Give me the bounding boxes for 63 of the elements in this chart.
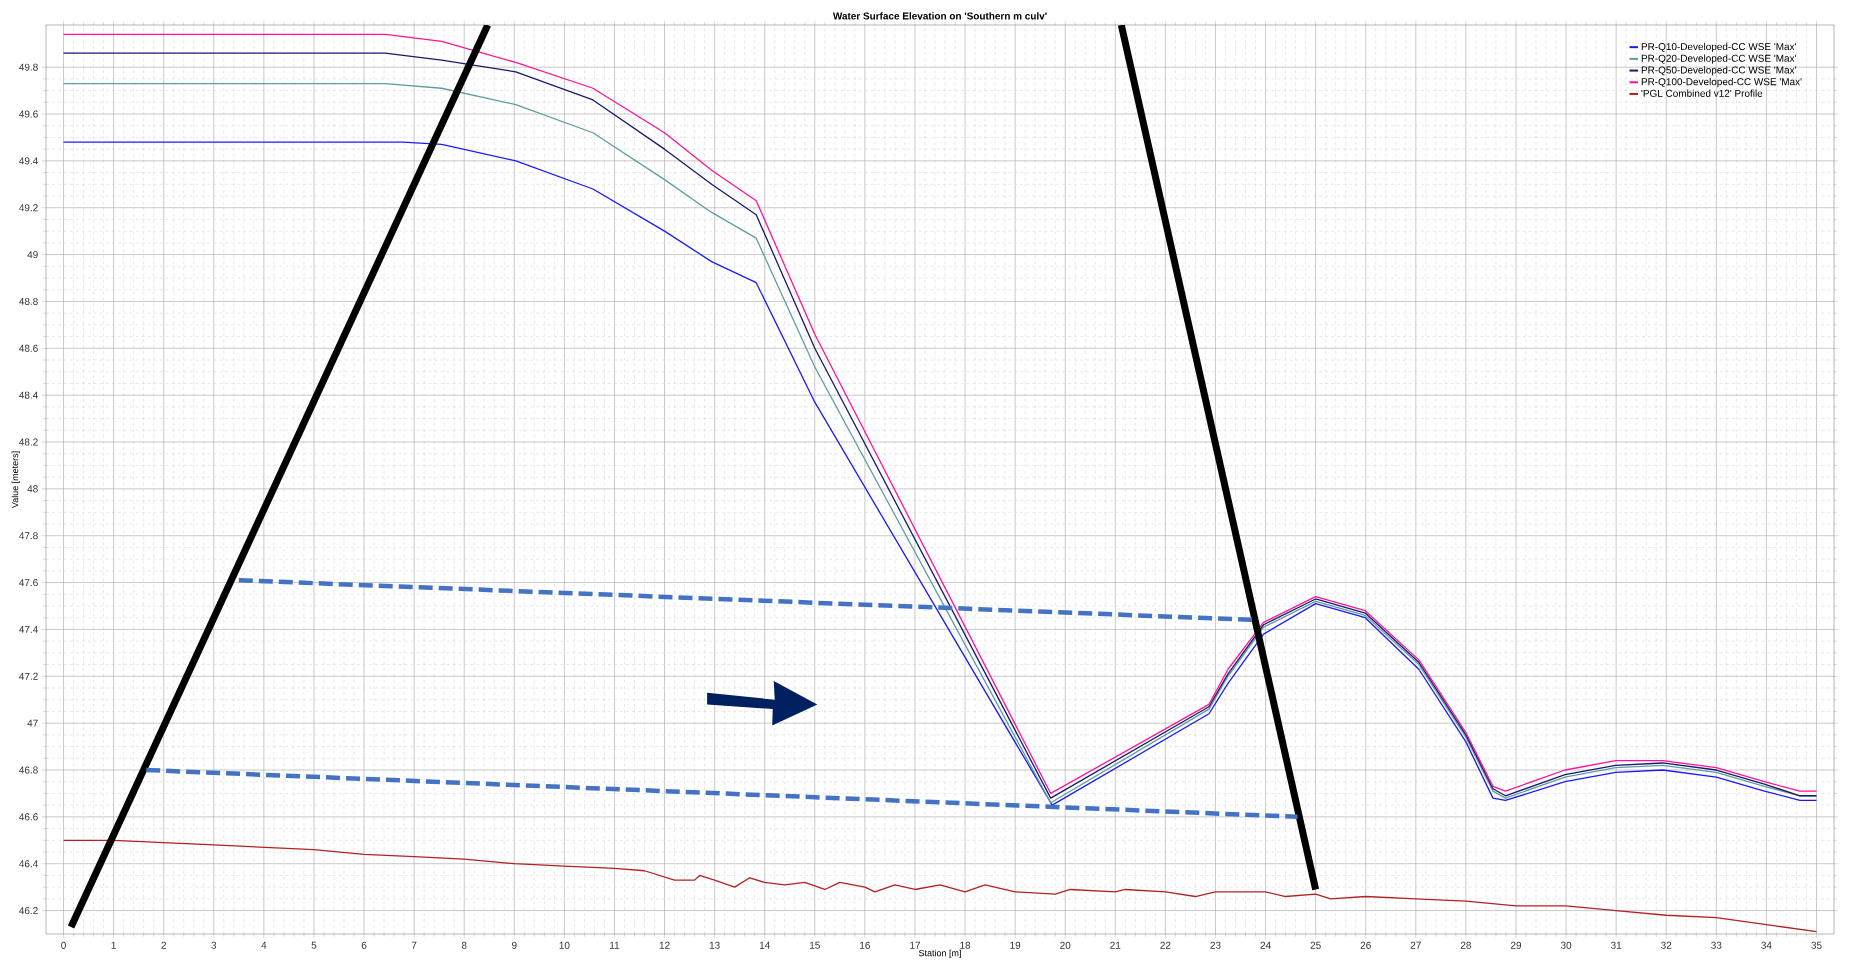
y-tick-label: 49.6: [19, 110, 38, 118]
legend-label: PR-Q10-Developed-CC WSE 'Max': [1641, 42, 1796, 53]
x-tick-label: 5: [311, 941, 317, 949]
y-tick-label: 46.8: [19, 766, 38, 774]
x-tick-label: 7: [411, 941, 417, 949]
y-tick-label: 47.6: [19, 579, 38, 587]
x-tick-label: 25: [1310, 941, 1321, 949]
legend-label: PR-Q20-Developed-CC WSE 'Max': [1641, 54, 1796, 64]
x-tick-label: 18: [960, 941, 971, 949]
y-tick-label: 48.4: [19, 391, 38, 399]
y-tick-label: 49: [27, 251, 38, 259]
x-tick-label: 30: [1560, 941, 1572, 949]
chart-title: Water Surface Elevation on 'Southern m culv': [832, 12, 1047, 20]
y-tick-label: 47.2: [19, 672, 38, 680]
x-tick-label: 3: [211, 941, 217, 949]
x-tick-label: 26: [1360, 941, 1371, 949]
x-tick-label: 32: [1661, 941, 1672, 949]
legend-label: PR-Q50-Developed-CC WSE 'Max': [1641, 66, 1796, 76]
x-tick-label: 12: [659, 941, 670, 949]
y-tick-label: 48.2: [19, 438, 38, 446]
x-tick-label: 1: [111, 941, 116, 949]
y-axis-title: Value [meters]: [11, 451, 20, 509]
x-tick-label: 14: [759, 941, 770, 949]
y-tick-label: 47: [27, 719, 38, 727]
x-tick-label: 33: [1711, 941, 1722, 949]
x-tick-label: 4: [261, 941, 267, 949]
x-tick-label: 31: [1610, 941, 1622, 949]
x-tick-label: 34: [1761, 941, 1772, 949]
x-tick-label: 24: [1260, 941, 1271, 949]
y-tick-label: 49.8: [19, 63, 38, 71]
x-tick-label: 19: [1010, 941, 1021, 949]
x-tick-label: 17: [910, 941, 921, 949]
y-tick-label: 46.6: [19, 813, 38, 821]
legend-label: 'PGL Combined v12' Profile: [1641, 89, 1763, 97]
x-tick-label: 15: [810, 941, 820, 949]
x-tick-label: 8: [461, 941, 467, 949]
y-tick-label: 46.4: [19, 860, 38, 868]
x-tick-label: 9: [511, 941, 517, 949]
y-tick-label: 47.8: [19, 532, 38, 540]
y-tick-label: 49.2: [19, 204, 38, 212]
x-tick-label: 20: [1060, 941, 1071, 949]
x-tick-label: 13: [709, 941, 720, 949]
y-tick-label: 47.4: [19, 626, 38, 633]
x-tick-label: 11: [610, 941, 620, 949]
x-tick-label: 10: [559, 941, 570, 949]
y-tick-label: 48.6: [19, 344, 38, 352]
y-tick-label: 48.8: [19, 297, 38, 305]
x-tick-label: 22: [1160, 941, 1171, 949]
x-tick-label: 23: [1210, 941, 1221, 949]
x-tick-label: 21: [1110, 941, 1121, 949]
x-tick-label: 28: [1460, 941, 1471, 949]
x-tick-label: 35: [1811, 941, 1822, 949]
x-tick-label: 0: [61, 941, 66, 949]
x-tick-label: 29: [1510, 941, 1522, 949]
x-axis-title: Station [m]: [918, 949, 961, 959]
x-tick-label: 27: [1410, 941, 1421, 949]
x-tick-label: 6: [361, 941, 367, 949]
y-tick-label: 49.4: [19, 157, 38, 165]
x-tick-label: 16: [860, 941, 870, 949]
y-tick-label: 46.2: [19, 907, 38, 915]
x-tick-label: 2: [161, 941, 166, 949]
legend-label: PR-Q100-Developed-CC WSE 'Max': [1641, 77, 1802, 88]
y-tick-label: 48: [27, 485, 38, 493]
